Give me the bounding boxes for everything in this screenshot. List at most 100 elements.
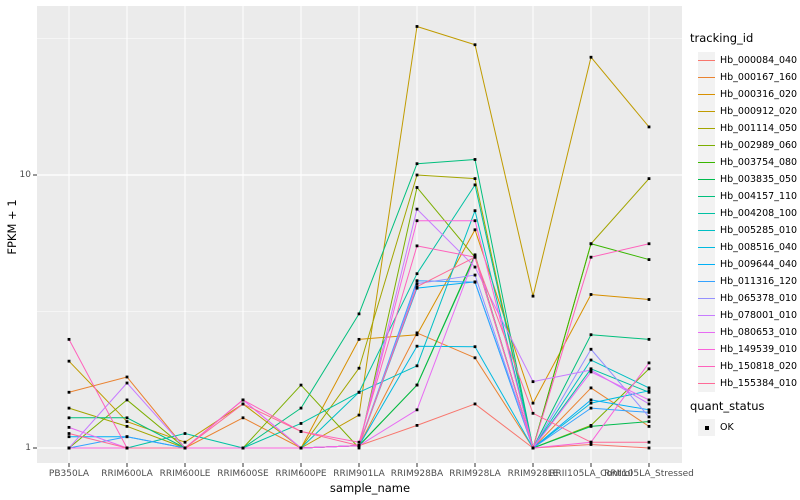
legend-color-line: [698, 298, 715, 300]
data-point: [473, 177, 477, 181]
legend-item-Hb_000167_160: Hb_000167_160: [698, 69, 797, 86]
data-point: [357, 337, 361, 341]
data-point: [589, 370, 593, 374]
y-axis-title: FPKM + 1: [5, 199, 19, 255]
legend-label: Hb_002989_060: [720, 140, 798, 151]
legend-tracking-id-title: tracking_id: [690, 31, 754, 45]
data-point: [415, 219, 419, 223]
legend-item-Hb_003754_080: Hb_003754_080: [698, 154, 797, 171]
legend-color-line: [698, 162, 715, 164]
data-point: [473, 280, 477, 284]
data-point: [67, 446, 71, 450]
legend-key-line-icon: [698, 69, 715, 86]
data-point: [531, 446, 535, 450]
data-point: [357, 440, 361, 444]
data-point: [473, 219, 477, 223]
data-point: [589, 293, 593, 296]
legend-item-Hb_011316_120: Hb_011316_120: [698, 273, 797, 290]
x-tick-label-RRIM600PE: RRIM600PE: [275, 469, 327, 479]
legend-color-line: [698, 94, 715, 96]
legend-label: Hb_000167_160: [720, 72, 798, 83]
data-point: [415, 282, 419, 286]
data-point: [647, 420, 651, 423]
legend-color-line: [698, 196, 715, 198]
legend-key-line-icon: [698, 290, 715, 307]
legend-color-line: [698, 128, 715, 130]
legend-item-Hb_000084_040: Hb_000084_040: [698, 52, 797, 69]
legend-key-line-icon: [698, 324, 715, 341]
y-tick-label: 10: [19, 170, 31, 180]
data-point: [415, 333, 419, 337]
legend-item-Hb_080653_010: Hb_080653_010: [698, 324, 797, 341]
legend-item-Hb_004157_110: Hb_004157_110: [698, 188, 797, 205]
x-tick-label-RRII105LA_Control: RRII105LA_Control: [549, 469, 633, 479]
data-point: [67, 416, 71, 420]
legend-label: Hb_000084_040: [720, 55, 798, 66]
data-point: [647, 242, 651, 246]
data-point: [647, 415, 651, 419]
data-point: [647, 408, 651, 412]
data-point: [647, 367, 651, 371]
data-point: [415, 364, 419, 368]
data-point: [415, 285, 419, 289]
legend-color-line: [698, 315, 715, 317]
data-point: [67, 425, 71, 429]
x-tick-label-RRIM901LA: RRIM901LA: [333, 469, 385, 479]
legend-label: Hb_005285_010: [720, 225, 798, 236]
data-point: [589, 386, 593, 390]
legend-label: Hb_001114_050: [720, 123, 798, 134]
data-point: [647, 446, 651, 450]
legend-label: Hb_080653_010: [720, 327, 798, 338]
data-point: [531, 401, 535, 405]
legend-item-Hb_155384_010: Hb_155384_010: [698, 375, 797, 392]
data-point: [589, 406, 593, 410]
data-point: [473, 356, 477, 360]
legend-key-line-icon: [698, 120, 715, 137]
data-point: [183, 440, 187, 444]
legend-key-line-icon: [698, 307, 715, 324]
data-point: [415, 162, 419, 166]
legend-key-line-icon: [698, 171, 715, 188]
data-point: [357, 366, 361, 370]
legend-item-Hb_150818_020: Hb_150818_020: [698, 358, 797, 375]
data-point: [531, 411, 535, 415]
data-point: [299, 406, 303, 410]
data-point: [415, 331, 419, 335]
data-point: [589, 424, 593, 428]
data-point: [299, 446, 303, 450]
data-point: [415, 272, 419, 276]
data-point: [473, 183, 477, 187]
legend-item-Hb_003835_050: Hb_003835_050: [698, 171, 797, 188]
legend-item-Hb_078001_010: Hb_078001_010: [698, 307, 797, 324]
quant-ok-label: OK: [720, 422, 734, 433]
data-point: [299, 383, 303, 387]
data-point: [67, 337, 71, 341]
data-point: [125, 446, 129, 450]
data-point: [415, 344, 419, 348]
data-point: [67, 432, 71, 435]
legend-item-Hb_065378_010: Hb_065378_010: [698, 290, 797, 307]
legend-label: Hb_003754_080: [720, 157, 798, 168]
data-point: [241, 398, 245, 402]
legend-label: Hb_011316_120: [720, 276, 798, 287]
x-tick-label-RRIM600SE: RRIM600SE: [217, 469, 269, 479]
legend-key-line-icon: [698, 273, 715, 290]
data-point: [473, 255, 477, 259]
data-point: [589, 242, 593, 246]
data-point: [647, 398, 651, 402]
data-point: [125, 398, 129, 402]
data-point: [647, 298, 651, 301]
legend-key-line-icon: [698, 205, 715, 222]
data-point: [125, 420, 129, 423]
data-point: [357, 413, 361, 417]
data-point: [647, 389, 651, 393]
legend-item-Hb_001114_050: Hb_001114_050: [698, 120, 797, 137]
data-point: [473, 273, 477, 277]
data-point: [647, 390, 651, 394]
legend-color-line: [698, 179, 715, 181]
data-point: [647, 440, 651, 444]
data-point: [647, 424, 651, 428]
legend-key-line-icon: [698, 52, 715, 69]
legend-key-line-icon: [698, 86, 715, 103]
data-point: [589, 347, 593, 351]
